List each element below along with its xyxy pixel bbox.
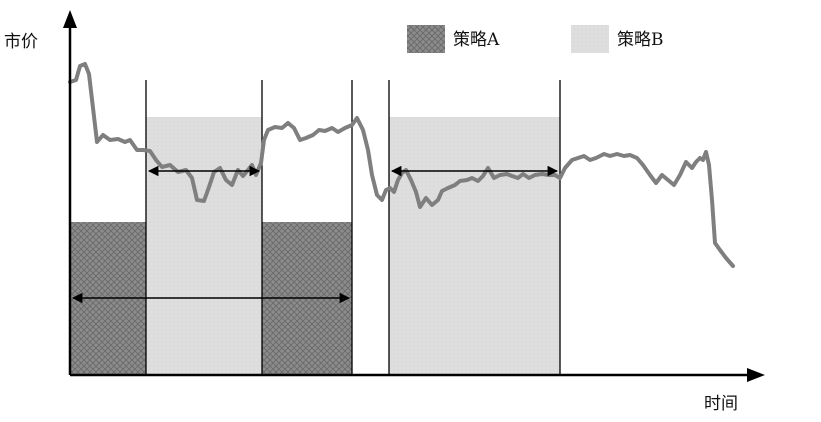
strategy-b-block-2 [389, 117, 560, 375]
y-axis-arrowhead [63, 10, 77, 28]
legend-swatch-strategy-a [407, 25, 445, 53]
strategy-b-block-1 [146, 117, 262, 375]
y-axis-label: 市价 [4, 32, 38, 52]
x-axis-arrowhead [747, 368, 765, 382]
legend-label-strategy-a: 策略A [453, 30, 500, 50]
x-axis-label: 时间 [704, 394, 738, 414]
legend-label-strategy-b: 策略B [617, 30, 664, 50]
legend-swatch-strategy-b [571, 25, 609, 53]
legend: 策略A 策略B [407, 25, 664, 53]
